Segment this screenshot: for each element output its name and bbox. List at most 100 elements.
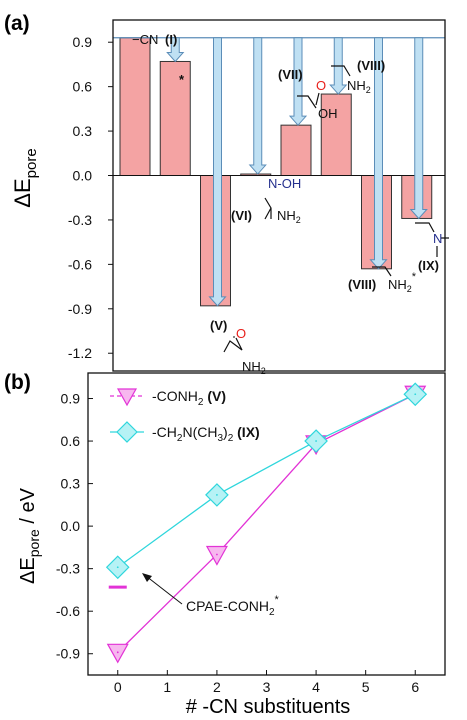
annotation-V-bonds [223,337,243,353]
annotation-VI-noh: N-OH [268,176,301,191]
annotation-IX: N (IX) [415,222,449,273]
bar [280,124,312,177]
legend-item-ch2n: -CH2N(CH3)2 (IX) [110,421,260,444]
annotation-IX-number: (IX) [418,258,439,273]
panel-b-y-tick-label: -0.3 [56,561,80,577]
annotation-VIII-number: (VIII) [357,58,385,73]
panel-b-ticks [88,398,416,675]
annotation-VII-number: (VII) [278,67,303,82]
panel-b-x-tick-label: 6 [411,679,419,695]
cpae-arrow-line [145,575,183,605]
annotation-V-oxygen: O [236,326,246,341]
panel-a-y-tick-label: 0.6 [73,79,93,95]
annotation-VI-number: (VI) [231,208,252,223]
annotation-VII-oxygen: O [316,78,326,93]
bar [159,60,191,177]
panel-a-y-tick-label: -0.3 [68,212,92,228]
panel-b-label: (b) [4,371,31,394]
panel-a-y-title-main: ΔE [10,178,35,207]
arrow [166,37,185,63]
annotation-VIIIs-nh: NH2* [388,271,417,294]
panel-a-y-tick-label: -1.2 [68,345,92,361]
panel-a-y-axis-title: ΔEpore [10,148,40,207]
panel-a-y-tick-label: 0.9 [73,34,93,50]
data-point-center [216,494,218,496]
panel-b-y-tick-label: -0.6 [56,603,80,619]
panel-b-x-tick-label: 2 [213,679,221,695]
data-point [205,545,228,566]
cpae-arrow-head [142,573,152,582]
panel-a-label: (a) [4,12,30,35]
panel-b-x-tick-label: 5 [362,679,370,695]
annotation-VII-oh: OH [318,106,338,121]
annotation-V-nh: NH2 [242,359,266,376]
panel-b-legend: -CONH2 (V) -CH2N(CH3)2 (IX) [110,388,260,444]
data-point-center [216,553,218,556]
legend-label-conh2: -CONH2 (V) [152,388,226,408]
annotation-VII-bonds [297,92,320,109]
annotation-VIII-nh: NH2 [347,78,371,95]
panel-b-y-tick-label: 0.0 [61,518,81,534]
arrow [208,37,227,307]
annotation-cn-number: (I) [165,32,177,47]
svg-text:ΔEpore / eV: ΔEpore / eV [17,487,42,584]
panel-b-frame [87,372,446,676]
arrow [248,37,267,175]
panel-a-frame [112,19,446,372]
panel-a-y-tick-label: 0.3 [73,123,93,139]
panel-b-x-tick-label: 1 [163,679,171,695]
annotation-cn-I: −CN (I) [132,32,177,47]
annotation-VI: N-OH (VI) NH2 [231,176,301,225]
series-line [117,393,416,653]
legend-item-conh2: -CONH2 (V) [110,388,226,408]
annotation-IX-nitrogen: N [433,231,442,246]
svg-text:ΔEpore: ΔEpore [10,148,40,207]
annotation-star-I: * [179,72,185,87]
annotation-VIII: (VIII) NH2 [331,58,385,95]
panel-b-x-tick-label: 4 [312,679,320,695]
legend-diamond-marker [116,421,138,443]
data-point [106,643,129,664]
data-point-center [414,393,417,396]
panel-a-y-tick-label: -0.6 [68,256,92,272]
panel-b-x-tick-label: 3 [263,679,271,695]
panel-a-bars [119,37,433,307]
panel-b-x-tick-label: 0 [114,679,122,695]
panel-a-y-tick-labels: -1.2 -0.9 -0.6 -0.3 0.0 0.3 0.6 0.9 [68,34,113,361]
panel-b-y-tick-labels: -0.9 -0.6 -0.3 0.0 0.3 0.6 0.9 [56,391,80,662]
panel-a-y-tick-label: 0.0 [73,168,93,184]
arrow [288,37,308,126]
annotation-VI-nh: NH2 [277,208,301,225]
panel-b-y-axis-title: ΔEpore / eV [17,487,42,584]
arrow [409,37,428,220]
panel-b-y-tick-label: -0.9 [56,646,80,662]
panel-a-arrows [166,37,428,307]
panel-b-y-tick-label: 0.9 [61,391,81,407]
series-line [117,393,416,568]
panel-b-x-axis-title: # -CN substituents [186,696,351,718]
annotation-cn-text: −CN [132,32,158,47]
data-point-center [116,651,119,654]
annotation-V: (V) O NH2 [210,318,266,376]
legend-triangle-marker [116,388,138,407]
panel-b-x-tick-labels: 0 1 2 3 4 5 6 [114,679,420,695]
bar [119,37,151,177]
annotation-IX-bonds [415,222,449,239]
panel-b-y-tick-label: 0.3 [61,476,81,492]
annotation-VIIIs-number: (VIII) [348,277,376,292]
cpae-label: CPAE-CONH2* [186,594,280,618]
annotation-VI-bonds [264,197,272,220]
panel-a-y-tick-label: -0.9 [68,301,92,317]
annotation-VIII-star: (VIII) NH2* [348,266,417,294]
panel-b-cpae-annotation: CPAE-CONH2* [142,573,280,618]
annotation-VIII-bonds [331,65,351,77]
legend-label-ch2n: -CH2N(CH3)2 (IX) [152,424,260,444]
annotation-VIIIs-bonds [372,266,392,277]
annotation-V-number: (V) [210,318,227,333]
panel-b-series [105,382,428,664]
panel-a-y-title-sub: pore [23,148,40,178]
data-point-center [116,566,119,569]
annotation-VII: (VII) O OH [278,67,338,121]
panel-b-y-tick-label: 0.6 [61,433,81,449]
